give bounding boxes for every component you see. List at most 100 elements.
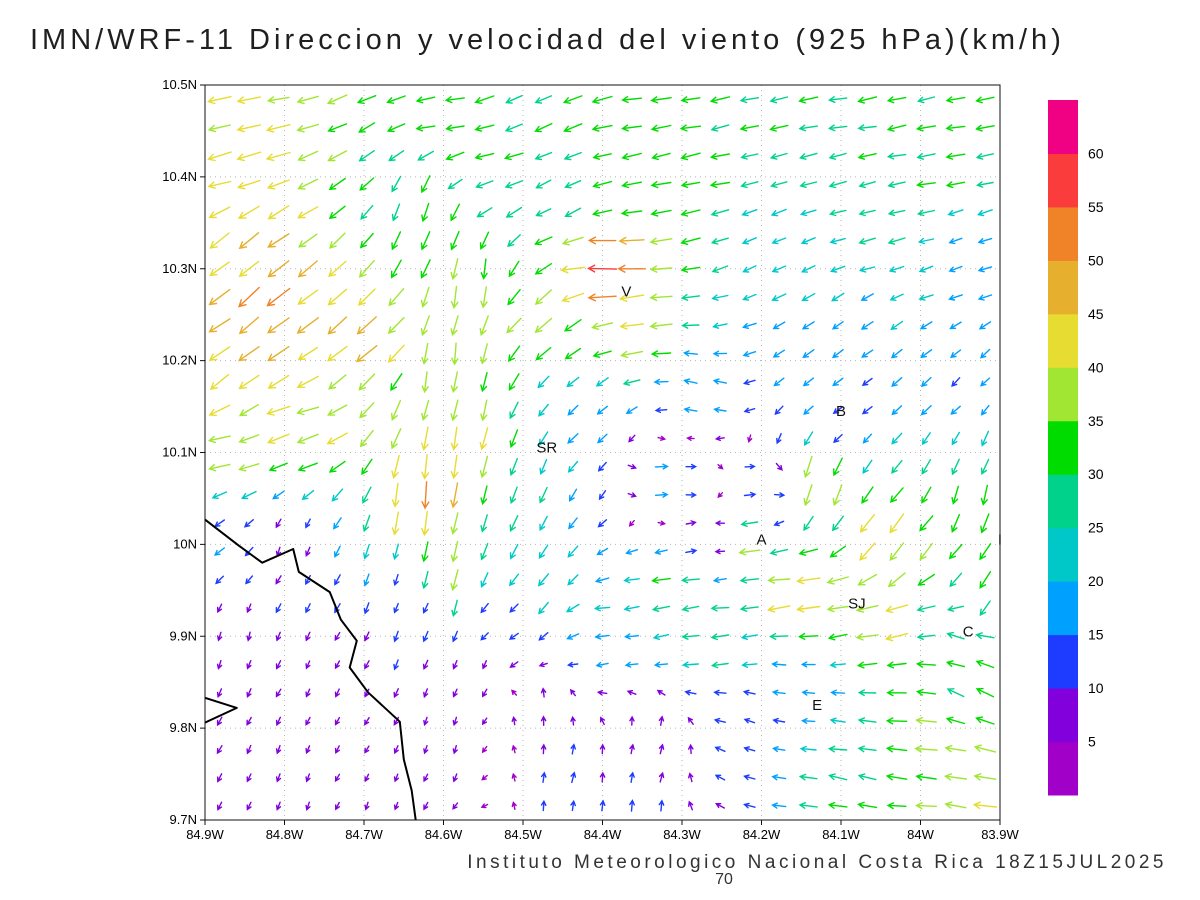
x-tick-label: 84.8W [266, 827, 304, 842]
wind-arrow [650, 209, 672, 217]
wind-arrow [687, 716, 694, 725]
wind-arrow [887, 209, 906, 217]
wind-arrow [562, 95, 583, 104]
wind-arrow [444, 96, 465, 104]
wind-arrow [739, 576, 760, 584]
wind-arrow [598, 490, 607, 501]
wind-arrow [712, 577, 727, 583]
wind-arrow [450, 569, 459, 592]
wind-arrow [979, 600, 991, 617]
wind-arrow [217, 773, 223, 783]
wind-arrow [266, 96, 290, 104]
wind-arrow [946, 631, 965, 640]
wind-arrow [246, 716, 252, 726]
wind-arrow [328, 205, 346, 220]
wind-arrow [243, 519, 254, 528]
wind-arrow [390, 428, 402, 450]
wind-arrow [275, 773, 282, 783]
wind-arrow [450, 231, 460, 251]
wind-arrow [591, 124, 613, 132]
wind-arrow [592, 350, 612, 358]
wind-arrow [829, 265, 846, 273]
wind-arrow [620, 209, 643, 217]
wind-arrow [717, 492, 723, 499]
colorbar-segment [1048, 206, 1078, 261]
colorbar-segment [1048, 367, 1078, 422]
wind-arrow [629, 771, 635, 783]
wind-arrow [803, 405, 814, 415]
wind-arrow [714, 774, 726, 781]
wind-arrow [450, 540, 459, 563]
wind-arrow [944, 745, 967, 753]
wind-arrow [208, 404, 231, 416]
wind-arrow [767, 576, 791, 584]
wind-arrow [772, 717, 786, 724]
wind-arrow [597, 433, 608, 444]
wind-arrow [713, 717, 726, 724]
wind-arrow [451, 599, 458, 618]
wind-arrow [481, 688, 488, 698]
wind-arrow [920, 349, 933, 359]
wind-arrow [421, 481, 430, 510]
wind-arrow [915, 124, 936, 132]
wind-arrow [275, 660, 282, 670]
wind-arrow [857, 773, 877, 781]
wind-arrow [480, 602, 489, 614]
wind-arrow [305, 745, 311, 755]
axis-tick-labels: 84.9W 84.8W 84.7W 84.6W 84.5W 84.4W 84.3W 84.2W… [162, 77, 1019, 842]
wind-arrow [980, 484, 988, 506]
station-label: E [812, 697, 822, 714]
wind-arrow [587, 236, 617, 245]
wind-arrow [742, 379, 756, 386]
wind-arrow [743, 802, 756, 809]
wind-arrow [829, 545, 847, 558]
wind-arrow [977, 266, 993, 273]
wind-arrow [857, 689, 877, 697]
wind-arrow [386, 123, 406, 133]
wind-arrow [474, 95, 495, 104]
wind-arrow [651, 576, 671, 584]
wind-arrow [653, 378, 669, 385]
wind-arrow [359, 429, 374, 448]
wind-arrow [742, 689, 756, 696]
wind-arrow [328, 232, 346, 249]
wind-arrow [709, 96, 730, 104]
wind-arrow [364, 688, 370, 698]
frame-number: 70 [715, 871, 733, 888]
wind-arrow [626, 690, 637, 696]
wind-arrow [511, 772, 517, 782]
wind-arrow [534, 236, 553, 246]
wind-arrow [946, 605, 965, 612]
wind-arrow [569, 688, 576, 697]
wind-arrow [505, 206, 523, 218]
wind-arrow [623, 605, 640, 612]
wind-arrow [973, 744, 997, 753]
wind-arrow [207, 96, 232, 105]
wind-arrow [421, 426, 429, 451]
wind-arrow [563, 319, 582, 332]
wind-arrow [423, 773, 429, 783]
wind-arrow [305, 518, 311, 529]
wind-arrow [685, 548, 698, 555]
wind-arrow [275, 631, 282, 642]
wind-arrow [921, 486, 932, 504]
wind-arrow [949, 572, 963, 588]
wind-arrow [680, 209, 701, 217]
wind-arrow [773, 377, 785, 387]
wind-arrow [246, 631, 252, 642]
wind-arrow [268, 462, 288, 472]
wind-arrow [769, 633, 789, 640]
wind-arrow [978, 321, 992, 330]
wind-arrow [742, 265, 757, 273]
y-tick-label: 10.1N [162, 445, 197, 460]
wind-arrow [600, 716, 605, 726]
wind-arrow [563, 151, 582, 161]
colorbar-segment [1048, 688, 1078, 743]
wind-arrow [888, 265, 905, 273]
wind-arrow [364, 660, 370, 670]
wind-arrow [215, 575, 224, 585]
wind-arrow [301, 490, 315, 501]
wind-arrow [540, 687, 547, 698]
